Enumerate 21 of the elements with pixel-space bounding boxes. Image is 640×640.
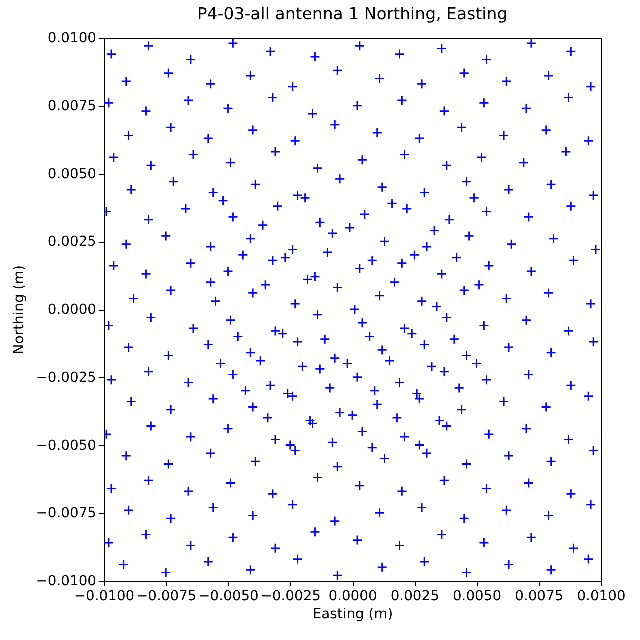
y-axis-title: Northing (m) [11, 265, 28, 355]
y-tick-label: 0.0000 [48, 302, 96, 318]
x-tick-label: 0.0100 [577, 588, 626, 604]
y-tick-label: −0.0100 [36, 574, 96, 590]
x-tick-label: −0.0100 [74, 588, 135, 604]
x-tick-label: −0.0075 [136, 588, 197, 604]
y-tick-label: 0.0025 [48, 234, 96, 250]
x-axis-title: Easting (m) [312, 606, 394, 622]
x-tick-label: −0.0025 [260, 588, 321, 604]
x-tick-label: 0.0075 [515, 588, 564, 604]
chart-title: P4-03-all antenna 1 Northing, Easting [197, 4, 508, 24]
x-tick-label: 0.0025 [390, 588, 440, 604]
y-tick-label: 0.0075 [48, 98, 96, 114]
y-tick-label: 0.0100 [48, 30, 96, 46]
y-tick-label: −0.0025 [36, 370, 96, 386]
y-tick-label: −0.0050 [36, 438, 96, 454]
x-tick-label: 0.0000 [328, 588, 378, 604]
y-tick-label: 0.0050 [48, 166, 96, 182]
x-tick-label: 0.0050 [452, 588, 502, 604]
x-tick-label: −0.0050 [198, 588, 259, 604]
y-tick-label: −0.0075 [36, 506, 96, 522]
